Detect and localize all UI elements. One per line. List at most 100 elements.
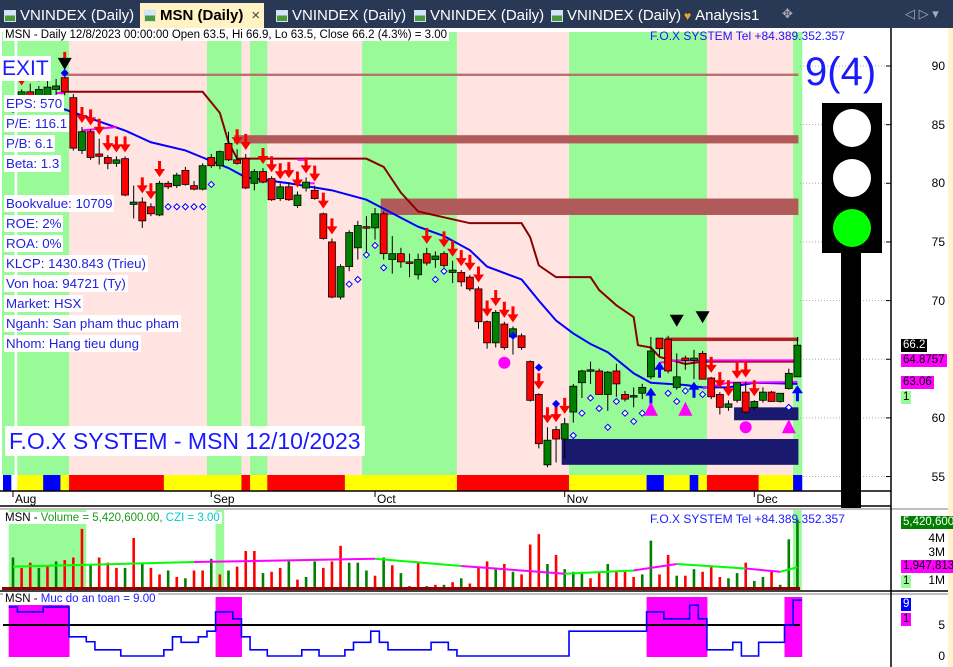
signal-strip-cell (319, 475, 329, 491)
green-zone (34, 32, 44, 475)
price-axis-label: 75 (931, 234, 945, 249)
candle-down (121, 158, 129, 196)
candle-up (543, 439, 552, 466)
tab-vnindex-4[interactable]: VNINDEX (Daily) (547, 3, 681, 28)
volume-bar (365, 570, 368, 590)
volume-bar (787, 539, 791, 590)
pink-zone (724, 32, 734, 475)
x-axis-label: Dec (756, 492, 778, 506)
volume-axis-label: 4M (928, 531, 945, 545)
signal-strip-cell (267, 475, 277, 491)
sell-arrow-icon (240, 133, 252, 150)
candle-down (621, 394, 629, 400)
magenta-triangle-icon (643, 401, 658, 416)
green-zone (206, 32, 217, 475)
sell-arrow-icon (102, 135, 114, 152)
signal-strip-cell (767, 475, 777, 491)
candle-down (655, 337, 664, 350)
candle-down (86, 131, 95, 158)
diamond-icon (345, 280, 353, 288)
tab-vnindex-1[interactable]: VNINDEX (Daily) (0, 3, 134, 28)
green-zone (689, 32, 699, 475)
signal-strip-cell (672, 475, 682, 491)
volume-bar (649, 540, 653, 590)
green-zone (663, 32, 673, 475)
candle-up (353, 225, 362, 249)
candle-up (155, 182, 164, 216)
diamond-icon (431, 275, 440, 284)
diamond-icon (207, 180, 215, 189)
tab-label: VNINDEX (Daily) (20, 7, 135, 24)
sell-arrow-icon (498, 301, 510, 318)
signal-strip-cell (120, 475, 130, 491)
sell-arrow-icon (438, 231, 450, 248)
candle-up (78, 131, 86, 151)
signal-strip-cell (146, 475, 156, 491)
sell-arrow-icon (266, 156, 278, 173)
candle-down (396, 253, 405, 263)
diamond-icon (604, 423, 612, 431)
tab-label: Analysis1 (695, 7, 760, 24)
magenta-circle-icon (739, 421, 752, 434)
info-label: Von hoa: 94721 (Ty) (4, 275, 128, 292)
price-tag: 63.06 (901, 376, 934, 389)
black-triangle-icon (695, 311, 710, 324)
candle-down (310, 189, 319, 199)
safety-zone (655, 597, 665, 657)
candle-down (233, 159, 242, 164)
volume-green-zone (215, 510, 225, 590)
chart-icon (144, 9, 156, 22)
signal-strip-cell (370, 475, 380, 491)
blue-dot-icon (552, 399, 561, 408)
pink-zone (181, 32, 191, 475)
zone (380, 198, 799, 215)
candle-up (629, 395, 638, 398)
candle-up (198, 165, 207, 190)
chart-area[interactable] (0, 28, 953, 667)
tab-vnindex-2[interactable]: VNINDEX (Daily) (272, 3, 406, 28)
signal-strip-cell (51, 475, 61, 491)
volume-ma-line (745, 567, 781, 573)
signal-strip-cell (500, 475, 510, 491)
volume-bar (623, 571, 627, 590)
pink-zone (491, 32, 501, 475)
candle-down (224, 143, 233, 161)
safety-zone (689, 597, 699, 657)
diamond-icon (173, 203, 181, 211)
signal-strip-cell (25, 475, 36, 491)
diamond-icon (595, 404, 603, 413)
price-axis-label: 70 (931, 293, 945, 308)
tab-analysis1[interactable]: ♥ Analysis1 (680, 3, 759, 28)
pink-zone (732, 32, 742, 475)
panel-frames (0, 28, 953, 667)
volume-bar (468, 583, 472, 590)
new-tab-icon[interactable]: ✥ (782, 6, 793, 21)
safety-axis-label: 0 (938, 649, 945, 663)
signal-strip-cell (448, 475, 458, 491)
signal-strip-cell (94, 475, 105, 491)
chart-icon (414, 9, 426, 22)
light-top-icon (833, 109, 871, 147)
diamond-icon (638, 409, 646, 417)
volume-bar (494, 567, 498, 590)
green-zone (405, 32, 415, 475)
price-tag: 64.8757 (901, 354, 947, 367)
tab-scroll-controls[interactable]: ◁ ▷ ▾ (905, 6, 939, 21)
pink-zone (146, 32, 156, 475)
candle-down (181, 169, 190, 185)
info-label: Nhom: Hang tieu dung (4, 335, 142, 352)
close-tab-icon[interactable]: × (251, 7, 261, 24)
candle-down (241, 158, 250, 189)
buy-arrow-icon (645, 387, 657, 404)
candle-down (741, 391, 750, 413)
volume-bar (54, 561, 58, 590)
signal-strip-cell (594, 475, 604, 491)
tab-msn[interactable]: MSN (Daily) × (140, 3, 265, 28)
volume-bar (80, 528, 84, 590)
pink-zone (474, 32, 484, 475)
signal-strip-cell (620, 475, 630, 491)
tab-vnindex-3[interactable]: VNINDEX (Daily) (410, 3, 544, 28)
pink-zone (129, 32, 139, 475)
volume-bar (106, 562, 110, 590)
signal-strip-cell (224, 475, 234, 491)
